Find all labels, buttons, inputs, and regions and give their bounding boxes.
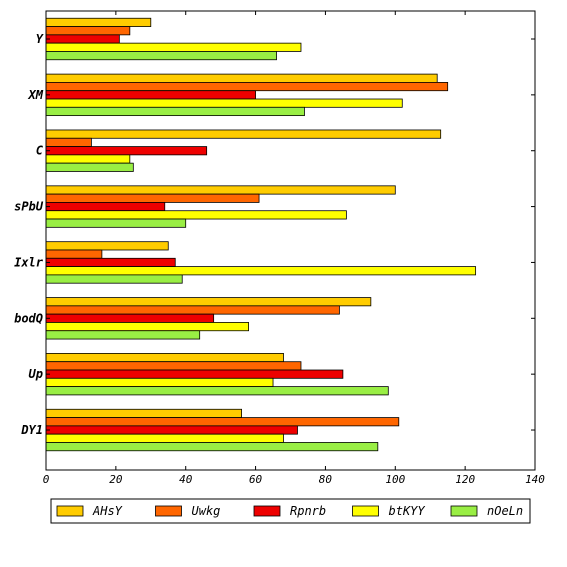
bar-Rpnrb-sPbU	[45, 202, 166, 212]
legend-box	[50, 498, 531, 524]
bar-nOeLn-Y	[45, 51, 277, 61]
bar-btKYY-Ixlr	[45, 266, 477, 276]
bar-AHsY-XM	[45, 73, 438, 83]
x-tick-label-140: 140	[525, 473, 545, 486]
category-label-C: C	[36, 144, 44, 158]
bar-Uwkg-C	[45, 137, 92, 147]
bar-AHsY-Ixlr	[45, 241, 169, 251]
bar-AHsY-bodQ	[45, 297, 372, 307]
bars-group	[45, 17, 477, 452]
legend-swatch-btKYY	[352, 505, 379, 517]
legend-swatch-Uwkg	[155, 505, 182, 517]
bar-btKYY-Y	[45, 42, 302, 52]
bar-Uwkg-Up	[45, 361, 302, 371]
bar-nOeLn-XM	[45, 106, 305, 117]
category-label-DY1: DY1	[20, 423, 43, 437]
bar-AHsY-DY1	[45, 408, 243, 418]
legend-label-AHsY: AHsY	[92, 504, 123, 518]
legend-swatch-nOeLn	[450, 505, 478, 517]
legend-swatch-Rpnrb	[253, 505, 281, 517]
bar-btKYY-DY1	[45, 433, 284, 443]
x-tick-label-120: 120	[455, 473, 475, 486]
bar-AHsY-C	[45, 129, 442, 139]
x-tick-label-40: 40	[179, 473, 193, 486]
x-tick-label-100: 100	[385, 473, 405, 486]
x-tick-label-60: 60	[249, 473, 263, 486]
bar-AHsY-Y	[45, 17, 152, 27]
bar-Rpnrb-bodQ	[45, 313, 215, 323]
legend-label-nOeLn: nOeLn	[487, 504, 523, 518]
category-label-Up: Up	[29, 367, 43, 381]
bar-btKYY-sPbU	[45, 210, 347, 220]
bar-Rpnrb-Y	[45, 34, 120, 44]
bar-nOeLn-C	[45, 162, 134, 172]
bar-Rpnrb-Ixlr	[45, 257, 176, 267]
category-label-bodQ: bodQ	[14, 311, 43, 325]
bar-Rpnrb-Up	[45, 369, 344, 379]
legend-swatch-AHsY	[56, 505, 84, 517]
bar-Uwkg-Ixlr	[45, 249, 103, 259]
bar-Uwkg-bodQ	[45, 305, 340, 315]
legend: AHsY Uwkg Rpnrb btKYY nOeLn	[50, 498, 531, 524]
x-tick-label-80: 80	[319, 473, 333, 486]
bar-nOeLn-Up	[45, 386, 389, 396]
bar-Rpnrb-C	[45, 146, 208, 156]
legend-label-Uwkg: Uwkg	[192, 504, 221, 518]
bar-AHsY-sPbU	[45, 185, 396, 195]
bar-Rpnrb-DY1	[45, 425, 298, 435]
bar-Uwkg-XM	[45, 82, 449, 92]
bar-Uwkg-sPbU	[45, 193, 260, 203]
legend-label-btKYY: btKYY	[389, 504, 426, 518]
category-label-sPbU: sPbU	[14, 200, 44, 214]
bar-Rpnrb-XM	[45, 90, 256, 100]
bar-nOeLn-bodQ	[45, 330, 201, 340]
category-label-Y: Y	[36, 32, 44, 46]
bar-Uwkg-DY1	[45, 417, 400, 427]
x-tick-label-20: 20	[109, 473, 123, 486]
category-label-XM: XM	[28, 88, 44, 102]
category-label-Ixlr: Ixlr	[14, 255, 44, 269]
bar-btKYY-C	[45, 154, 131, 164]
bar-AHsY-Up	[45, 353, 284, 363]
bar-btKYY-bodQ	[45, 322, 249, 332]
bar-nOeLn-sPbU	[45, 218, 187, 228]
bar-Uwkg-Y	[45, 26, 131, 36]
x-tick-label-0: 0	[43, 473, 50, 486]
bar-btKYY-Up	[45, 377, 274, 388]
plot-frame	[45, 10, 536, 471]
bar-nOeLn-DY1	[45, 442, 379, 452]
bar-nOeLn-Ixlr	[45, 274, 183, 284]
legend-label-Rpnrb: Rpnrb	[290, 504, 326, 518]
bar-btKYY-XM	[45, 98, 403, 108]
